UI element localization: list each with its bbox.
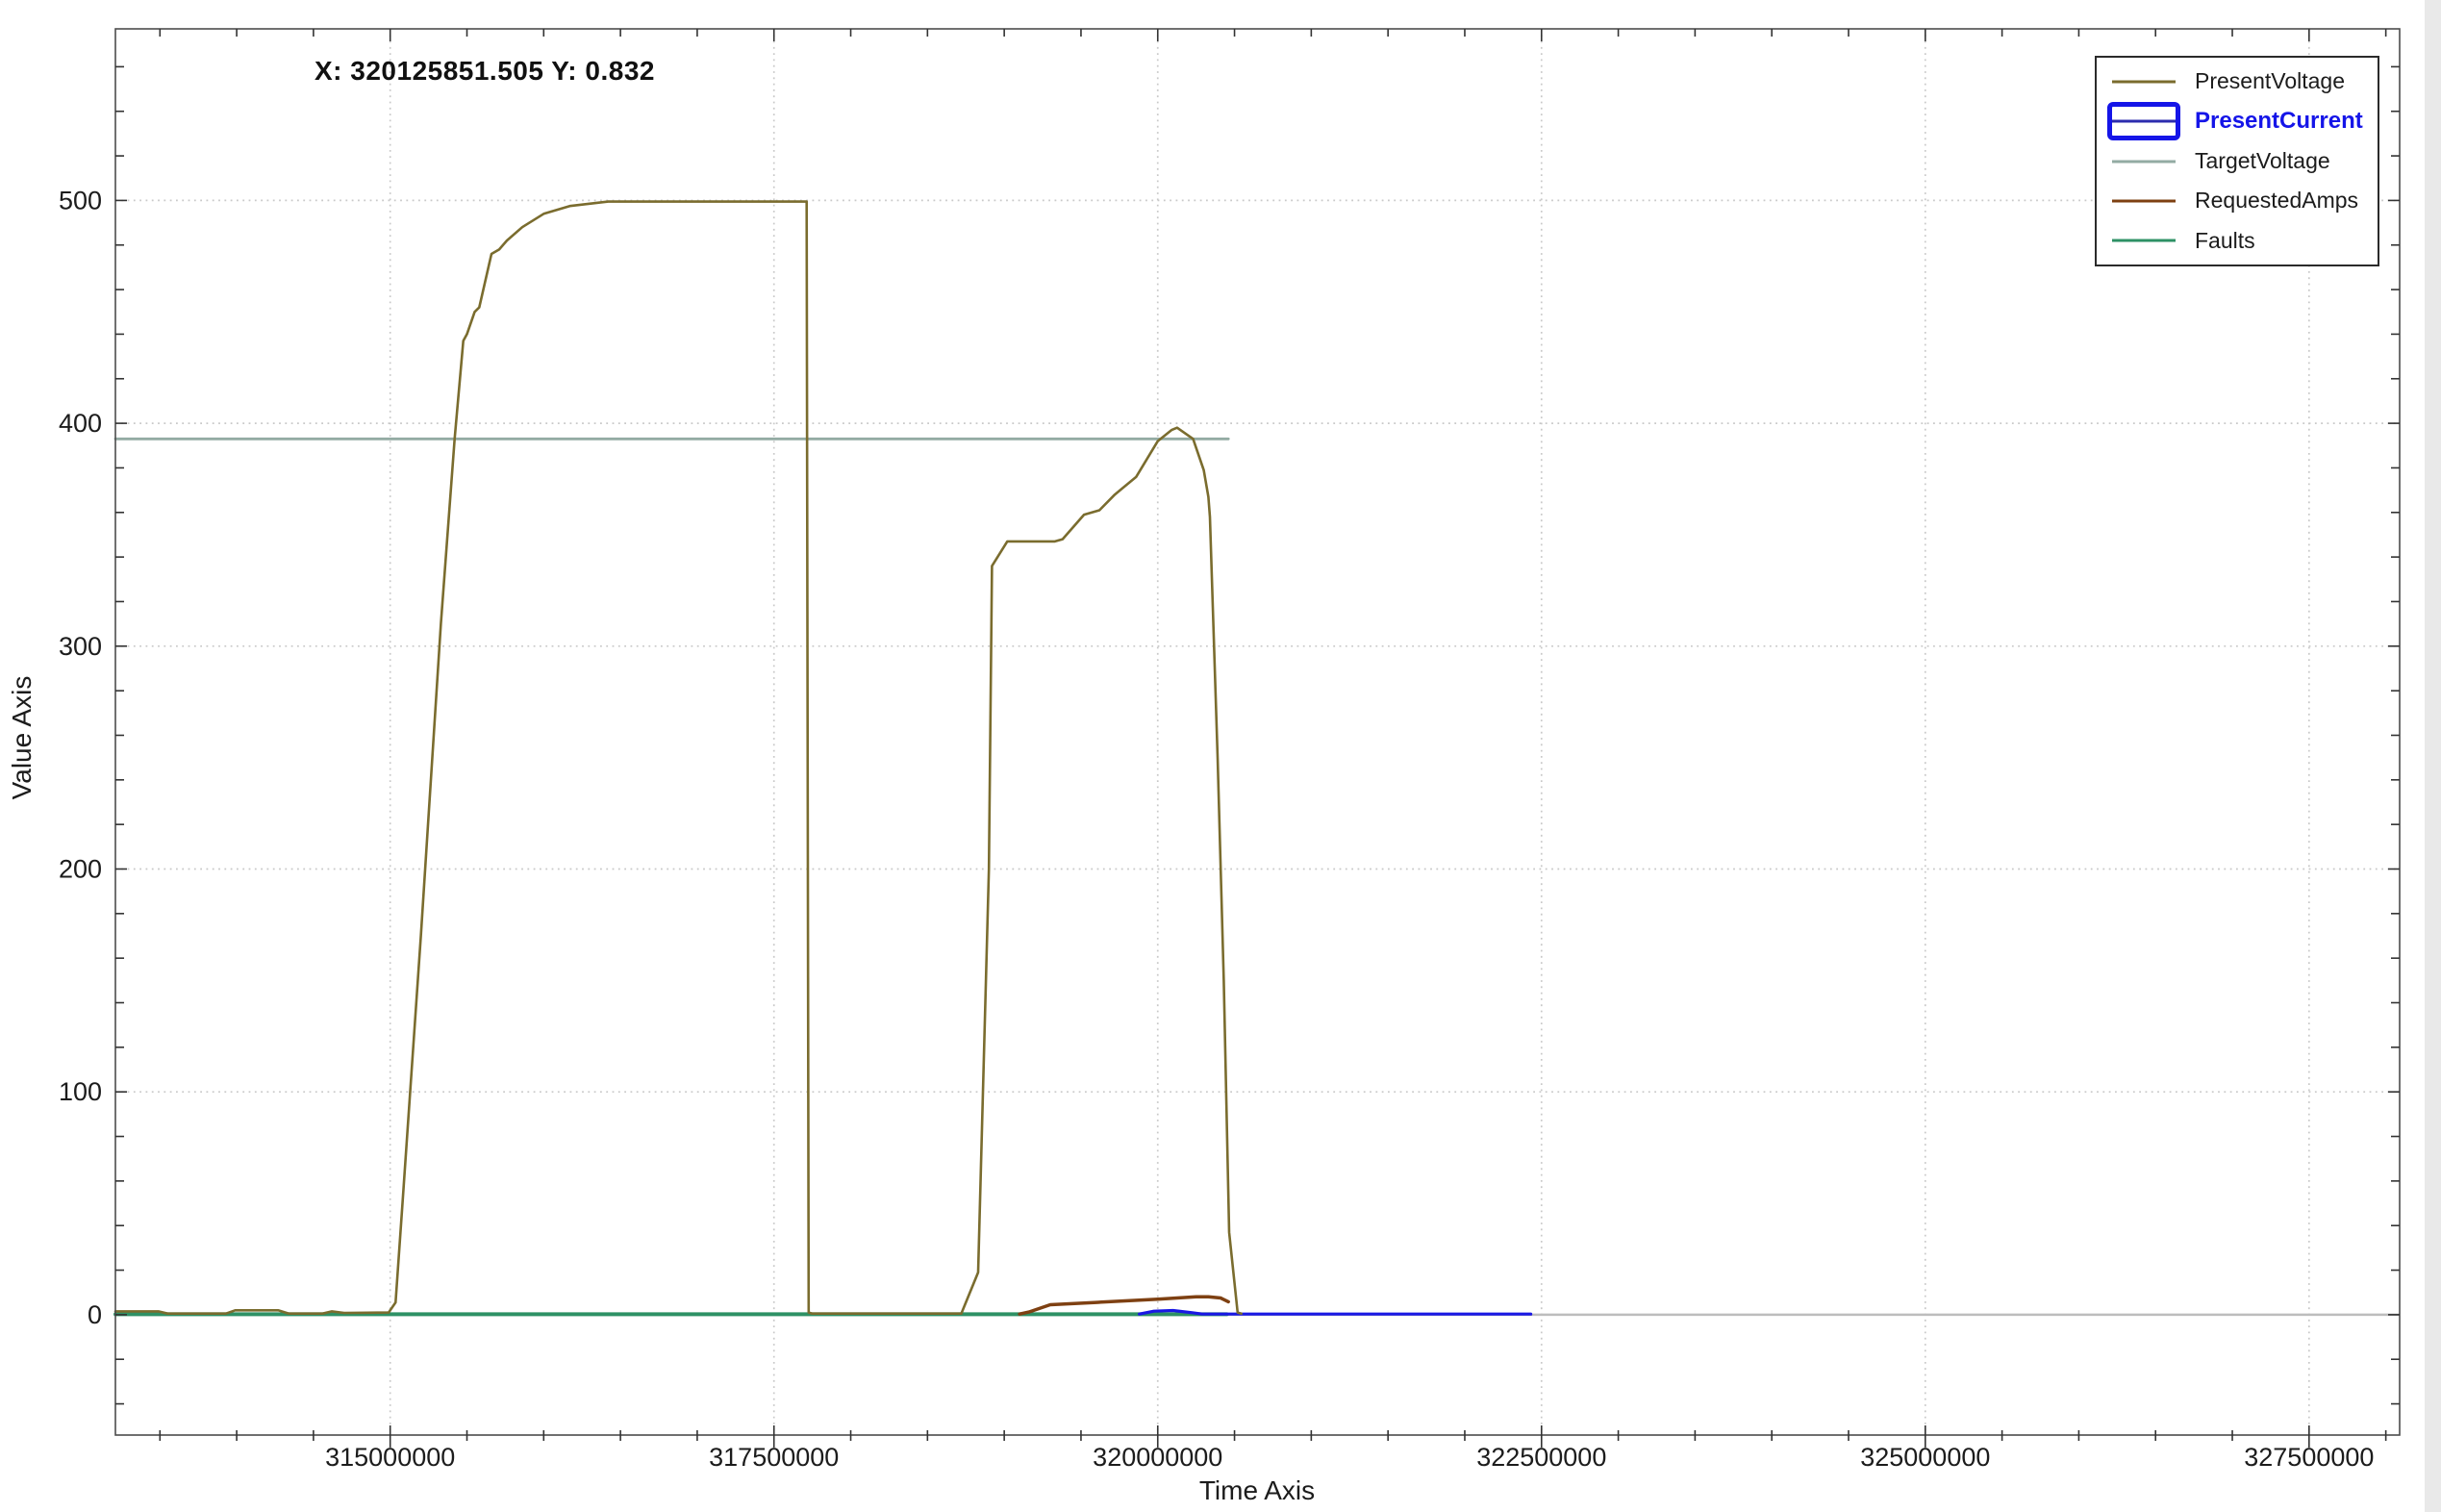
y-tick-label: 400 — [59, 409, 102, 438]
right-edge-strip — [2425, 0, 2441, 1512]
legend-label-targetvoltage: TargetVoltage — [2195, 148, 2330, 174]
legend-swatch-line-svg — [2112, 80, 2176, 84]
y-tick-label: 300 — [59, 632, 102, 661]
y-tick-label: 500 — [59, 186, 102, 214]
y-tick-label: 0 — [88, 1300, 102, 1329]
legend-label-presentcurrent: PresentCurrent — [2195, 108, 2363, 135]
y-tick-label: 200 — [59, 854, 102, 883]
x-tick-label: 317500000 — [709, 1443, 839, 1472]
x-tick-label: 327500000 — [2244, 1443, 2374, 1472]
x-tick-label: 322500000 — [1476, 1443, 1606, 1472]
series-lines — [113, 200, 1533, 1317]
axes-and-ticks — [114, 28, 2401, 1448]
tick-labels: 315000000 317500000 320000000 322500000 3250… — [59, 186, 2374, 1472]
legend-item-faults[interactable]: Faults — [2097, 221, 2378, 261]
legend-item-presentcurrent[interactable]: PresentCurrent — [2097, 101, 2378, 141]
series-line-presentcurrent — [1137, 1308, 1533, 1316]
legend: PresentVoltage PresentCurrent TargetVolt… — [2095, 56, 2379, 266]
legend-swatch-targetvoltage — [2107, 142, 2180, 181]
legend-swatch-faults — [2107, 221, 2180, 260]
cursor-readout: X: 320125851.505 Y: 0.832 — [315, 56, 655, 86]
legend-item-presentvoltage[interactable]: PresentVoltage — [2097, 62, 2378, 101]
x-tick-label: 325000000 — [1860, 1443, 1990, 1472]
gridlines — [115, 29, 2400, 1435]
legend-swatch-line-svg — [2112, 199, 2176, 203]
legend-swatch-line-svg — [2112, 119, 2176, 123]
series-line-presentvoltage — [113, 200, 1243, 1315]
legend-swatch-line-svg — [2112, 160, 2176, 164]
legend-swatch-line-svg — [2112, 239, 2176, 242]
x-tick-label: 320000000 — [1093, 1443, 1222, 1472]
legend-swatch-requestedamps — [2107, 182, 2180, 220]
series-line-requestedamps — [1018, 1295, 1230, 1316]
legend-label-faults: Faults — [2195, 227, 2255, 253]
legend-swatch-presentvoltage — [2107, 63, 2180, 101]
y-axis-title: Value Axis — [7, 675, 37, 800]
y-tick-label: 100 — [59, 1077, 102, 1106]
x-tick-label: 315000000 — [325, 1443, 455, 1472]
legend-item-requestedamps[interactable]: RequestedAmps — [2097, 181, 2378, 220]
legend-label-requestedamps: RequestedAmps — [2195, 188, 2359, 214]
legend-swatch-presentcurrent-selected-box — [2107, 102, 2180, 141]
legend-item-targetvoltage[interactable]: TargetVoltage — [2097, 141, 2378, 181]
x-axis-title: Time Axis — [1198, 1475, 1316, 1505]
legend-label-presentvoltage: PresentVoltage — [2195, 68, 2346, 94]
